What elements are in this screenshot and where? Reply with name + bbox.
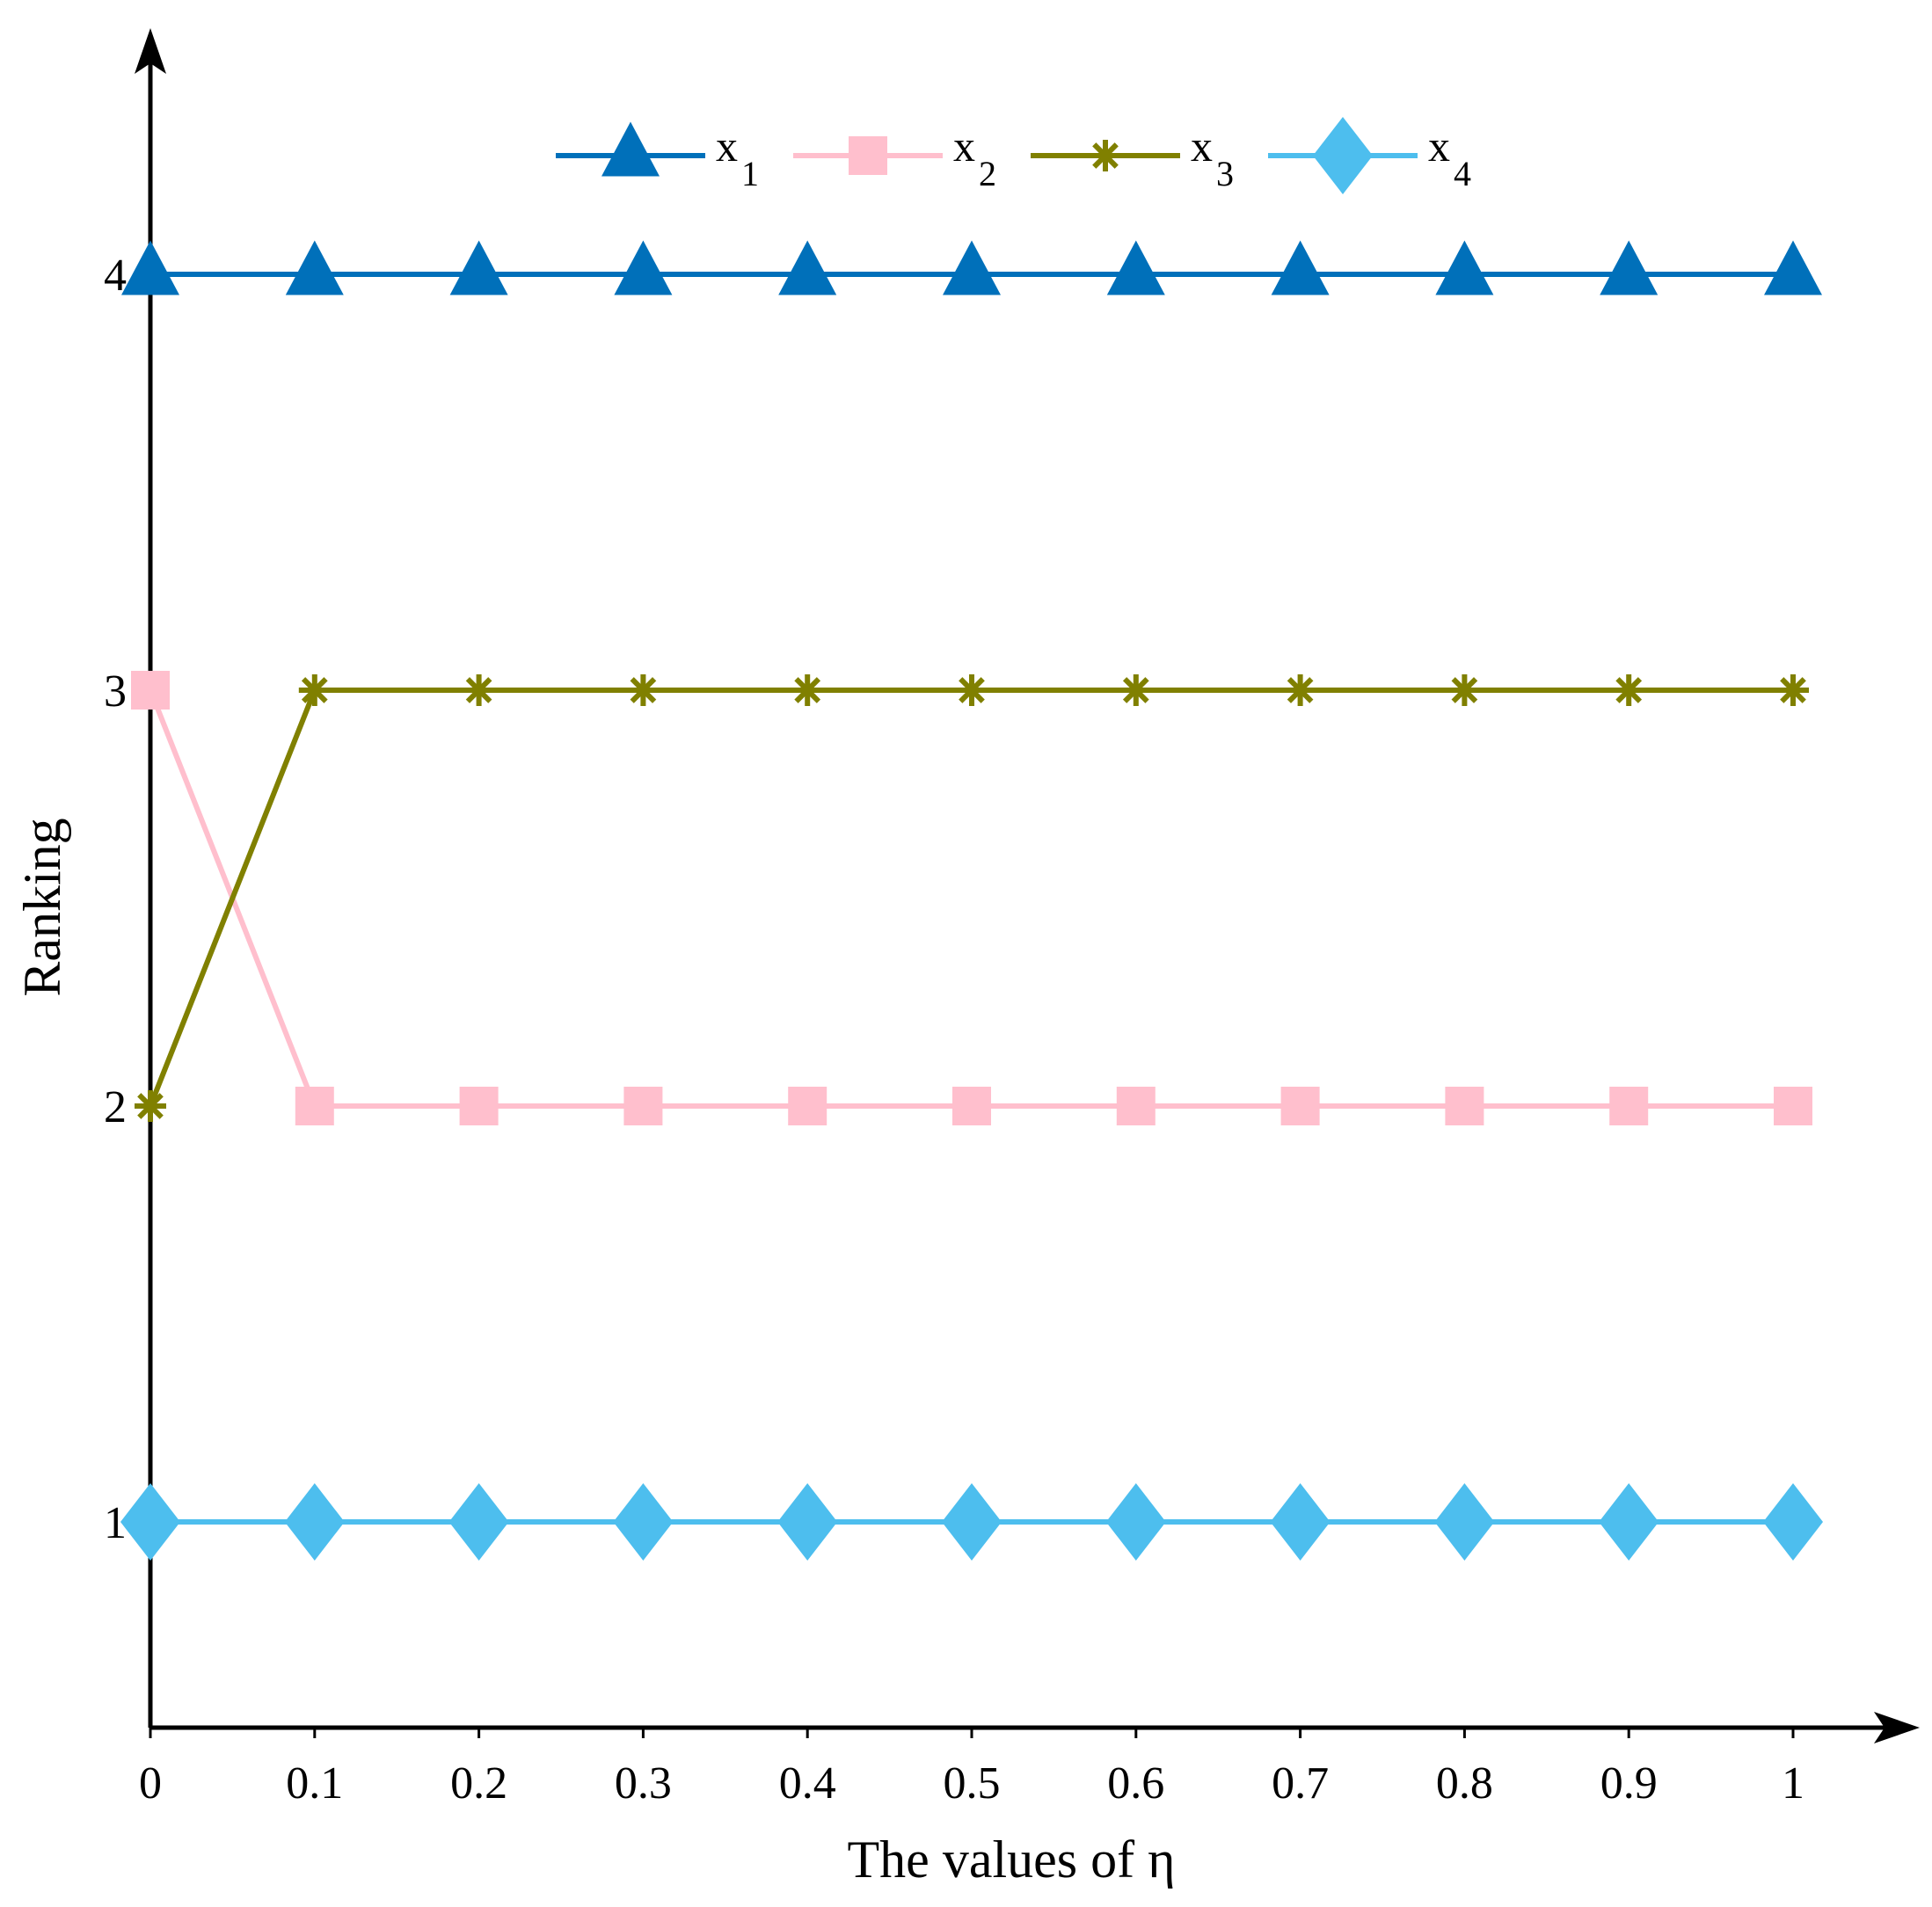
triangle-marker: [121, 240, 179, 295]
square-marker: [1445, 1087, 1484, 1125]
x-tick-label: 1: [1782, 1758, 1804, 1809]
legend: x1 x2 x3 x4: [556, 117, 1471, 194]
diamond-marker: [1599, 1483, 1659, 1561]
square-marker: [459, 1087, 499, 1125]
diamond-marker: [1313, 117, 1373, 194]
asterisk-marker: [1284, 674, 1316, 706]
series-x2: [131, 671, 1812, 1125]
asterisk-stroke: [1287, 677, 1314, 703]
x-tick-label: 0.4: [779, 1758, 836, 1809]
x-tick-label: 0.3: [615, 1758, 672, 1809]
square-marker: [952, 1087, 991, 1125]
triangle-marker: [1435, 240, 1494, 295]
triangle-marker: [943, 240, 1001, 295]
x-tick-label: 0.1: [286, 1758, 343, 1809]
y-tick-label: 3: [104, 666, 127, 717]
triangle-marker: [1600, 240, 1659, 295]
asterisk-marker: [298, 674, 331, 706]
asterisk-marker: [1090, 140, 1121, 171]
triangle-marker: [1271, 240, 1330, 295]
y-tick-label: 2: [104, 1082, 127, 1132]
square-marker: [1774, 1087, 1812, 1125]
asterisk-marker: [1777, 674, 1809, 706]
legend-label-subscript: 2: [979, 154, 996, 193]
asterisk-stroke: [1122, 677, 1149, 703]
asterisk-marker: [1119, 674, 1152, 706]
triangle-marker: [778, 240, 837, 295]
y-axis-arrow: [135, 28, 166, 74]
asterisk-marker: [1613, 674, 1645, 706]
x-tick-label: 0.9: [1600, 1758, 1658, 1809]
asterisk-stroke: [1615, 677, 1643, 703]
series-x3: [135, 674, 1809, 1122]
asterisk-marker: [1448, 674, 1481, 706]
diamond-marker: [942, 1483, 1002, 1561]
square-marker: [623, 1087, 663, 1125]
triangle-marker: [449, 240, 508, 295]
legend-label: x2: [953, 121, 996, 193]
diamond-marker: [448, 1483, 509, 1561]
asterisk-stroke: [630, 677, 657, 703]
asterisk-marker: [956, 674, 988, 706]
legend-item-x4: x4: [1268, 117, 1471, 194]
square-marker: [131, 671, 170, 710]
asterisk-marker: [463, 674, 495, 706]
square-marker: [1609, 1087, 1649, 1125]
square-marker: [849, 136, 887, 175]
diamond-marker: [1763, 1483, 1823, 1561]
x-axis-label: The values of η: [848, 1831, 1176, 1889]
asterisk-stroke: [1092, 142, 1119, 169]
legend-label: x4: [1428, 121, 1471, 193]
diamond-marker: [120, 1483, 180, 1561]
diamond-marker: [613, 1483, 674, 1561]
x-tick-label: 0.2: [450, 1758, 507, 1809]
x-tick-label: 0.5: [944, 1758, 1001, 1809]
asterisk-stroke: [1780, 677, 1806, 703]
square-marker: [1280, 1087, 1320, 1125]
square-marker: [788, 1087, 827, 1125]
series-x4: [120, 1483, 1823, 1561]
triangle-marker: [614, 240, 673, 295]
square-marker: [1116, 1087, 1156, 1125]
y-axis-label: Ranking: [13, 818, 71, 996]
triangle-marker: [601, 121, 660, 177]
x-tick-label: 0: [139, 1758, 162, 1809]
triangle-marker: [1106, 240, 1165, 295]
asterisk-stroke: [301, 677, 328, 703]
series-layer: [120, 240, 1823, 1561]
x-axis-arrow: [1874, 1712, 1920, 1743]
series-x1: [121, 240, 1822, 295]
x-tick-label: 0.6: [1107, 1758, 1164, 1809]
diamond-marker: [284, 1483, 345, 1561]
legend-label-subscript: 4: [1454, 154, 1471, 193]
legend-item-x3: x3: [1031, 121, 1234, 193]
axes: 0 0.1 0.2 0.3 0.4 0.5 0.6 0.7 0.8 0.9 1 1 2 3 4: [104, 28, 1920, 1809]
legend-label: x1: [716, 121, 759, 193]
diamond-marker: [1105, 1483, 1166, 1561]
legend-label-subscript: 1: [741, 154, 759, 193]
triangle-marker: [285, 240, 344, 295]
legend-label: x3: [1191, 121, 1234, 193]
asterisk-marker: [627, 674, 660, 706]
asterisk-stroke: [137, 1093, 164, 1119]
asterisk-stroke: [465, 677, 492, 703]
diamond-marker: [777, 1483, 838, 1561]
square-marker: [295, 1087, 334, 1125]
asterisk-stroke: [1451, 677, 1478, 703]
triangle-marker: [1764, 240, 1822, 295]
x-tick-label: 0.8: [1436, 1758, 1493, 1809]
asterisk-marker: [135, 1090, 166, 1122]
x-tick-label: 0.7: [1272, 1758, 1329, 1809]
series-x2-line: [148, 688, 1793, 1109]
legend-item-x2: x2: [793, 121, 996, 193]
asterisk-stroke: [794, 677, 821, 703]
legend-item-x1: x1: [556, 121, 759, 193]
asterisk-stroke: [959, 677, 985, 703]
asterisk-marker: [791, 674, 824, 706]
diamond-marker: [1270, 1483, 1331, 1561]
legend-label-subscript: 3: [1216, 154, 1234, 193]
series-x3-line: [148, 688, 1793, 1108]
diamond-marker: [1434, 1483, 1495, 1561]
